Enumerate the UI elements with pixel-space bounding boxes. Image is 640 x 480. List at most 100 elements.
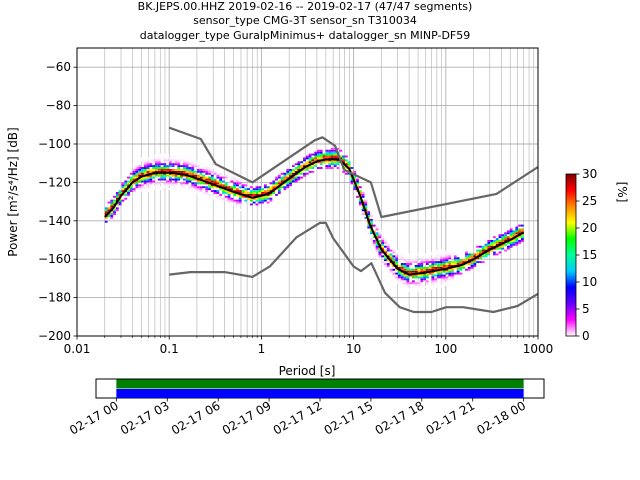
heatmap-cell xyxy=(166,153,169,156)
heatmap-cell xyxy=(188,167,192,169)
heatmap-cell xyxy=(361,193,365,196)
heatmap-cell xyxy=(289,184,292,187)
time-tick-label: 02-17 03 xyxy=(118,398,172,437)
colorbar-label: [%] xyxy=(615,182,629,203)
heatmap-cell xyxy=(297,168,301,171)
heatmap-cell xyxy=(437,253,440,256)
heatmap-cell xyxy=(462,259,466,262)
heatmap-cell xyxy=(202,168,206,171)
heatmap-cell xyxy=(406,261,410,264)
heatmap-cell xyxy=(143,180,147,183)
heatmap-cell xyxy=(157,153,161,156)
heatmap-cell xyxy=(233,199,237,202)
heatmap-cell xyxy=(403,268,407,271)
heatmap-cell xyxy=(437,263,440,265)
heatmap-cell xyxy=(398,272,401,275)
heatmap-cell xyxy=(118,192,122,194)
x-tick-label: 1000 xyxy=(523,342,554,356)
heatmap-cell xyxy=(149,163,153,166)
heatmap-cell xyxy=(344,155,348,158)
chart-title-line-2: sensor_type CMG-3T sensor_sn T310034 xyxy=(193,14,417,27)
heatmap-cell xyxy=(300,176,304,179)
heatmap-cell xyxy=(224,199,228,202)
heatmap-cell xyxy=(420,274,424,277)
heatmap-cell xyxy=(210,174,214,177)
heatmap-cell xyxy=(411,276,415,279)
heatmap-cell xyxy=(233,178,237,181)
heatmap-cell xyxy=(465,251,468,254)
heatmap-cell xyxy=(180,165,183,168)
heatmap-cell xyxy=(395,249,399,252)
heatmap-cell xyxy=(437,282,440,285)
heatmap-cell xyxy=(378,230,382,233)
heatmap-cell xyxy=(501,236,505,239)
heatmap-cell xyxy=(163,186,167,189)
heatmap-cell xyxy=(448,249,452,252)
heatmap-cell xyxy=(411,282,415,285)
heatmap-cell xyxy=(227,188,231,191)
heatmap-cell xyxy=(166,184,169,187)
heatmap-cell xyxy=(182,157,186,160)
heatmap-cell xyxy=(367,203,371,206)
heatmap-cell xyxy=(442,264,446,267)
heatmap-cell xyxy=(255,190,259,192)
heatmap-cell xyxy=(219,168,223,171)
heatmap-cell xyxy=(241,186,245,189)
heatmap-cell xyxy=(417,274,421,277)
heatmap-cell xyxy=(303,165,306,168)
heatmap-cell xyxy=(437,284,440,287)
heatmap-cell xyxy=(146,180,150,183)
heatmap-cell xyxy=(470,255,474,258)
heatmap-cell xyxy=(157,165,161,168)
heatmap-cell xyxy=(425,261,429,264)
heatmap-cell xyxy=(481,255,485,258)
heatmap-cell xyxy=(372,251,376,254)
heatmap-cell xyxy=(442,270,446,273)
heatmap-cell xyxy=(196,174,200,177)
heatmap-cell xyxy=(367,211,371,214)
heatmap-cell xyxy=(227,186,231,189)
heatmap-cell xyxy=(196,182,200,185)
heatmap-cell xyxy=(462,266,466,269)
heatmap-cell xyxy=(431,268,435,271)
heatmap-cell xyxy=(451,264,454,267)
heatmap-cell xyxy=(330,163,334,166)
heatmap-cell xyxy=(135,172,139,175)
heatmap-cell xyxy=(451,272,454,275)
heatmap-cell xyxy=(185,163,189,166)
heatmap-cell xyxy=(174,186,178,189)
heatmap-cell xyxy=(434,261,438,264)
heatmap-cell xyxy=(425,255,429,258)
heatmap-cell xyxy=(431,288,435,290)
heatmap-cell xyxy=(289,174,292,177)
heatmap-cell xyxy=(448,261,452,264)
heatmap-cell xyxy=(297,178,301,181)
heatmap-cell xyxy=(141,184,144,187)
heatmap-cell xyxy=(174,159,178,162)
heatmap-cell xyxy=(171,174,175,177)
heatmap-cell xyxy=(417,286,421,288)
time-tick-label: 02-17 21 xyxy=(424,398,478,437)
heatmap-cell xyxy=(113,195,116,198)
heatmap-cell xyxy=(210,184,214,187)
heatmap-cell xyxy=(275,176,278,179)
heatmap-cell xyxy=(437,274,440,277)
colorbar-tick-label: 25 xyxy=(582,194,597,208)
heatmap-cell xyxy=(121,199,125,202)
heatmap-cell xyxy=(330,147,334,150)
heatmap-cell xyxy=(258,193,262,196)
heatmap-cell xyxy=(300,167,304,169)
heatmap-cell xyxy=(280,180,284,183)
heatmap-cell xyxy=(375,224,379,227)
heatmap-cell xyxy=(417,288,421,290)
heatmap-cell xyxy=(434,263,438,265)
heatmap-cell xyxy=(252,197,256,200)
heatmap-cell xyxy=(398,274,401,277)
heatmap-cell xyxy=(160,167,164,169)
heatmap-cell xyxy=(389,276,393,279)
heatmap-cell xyxy=(392,251,396,254)
heatmap-cell xyxy=(317,153,320,156)
heatmap-cell xyxy=(155,153,158,156)
heatmap-cell xyxy=(400,284,404,287)
heatmap-cell xyxy=(448,282,452,285)
